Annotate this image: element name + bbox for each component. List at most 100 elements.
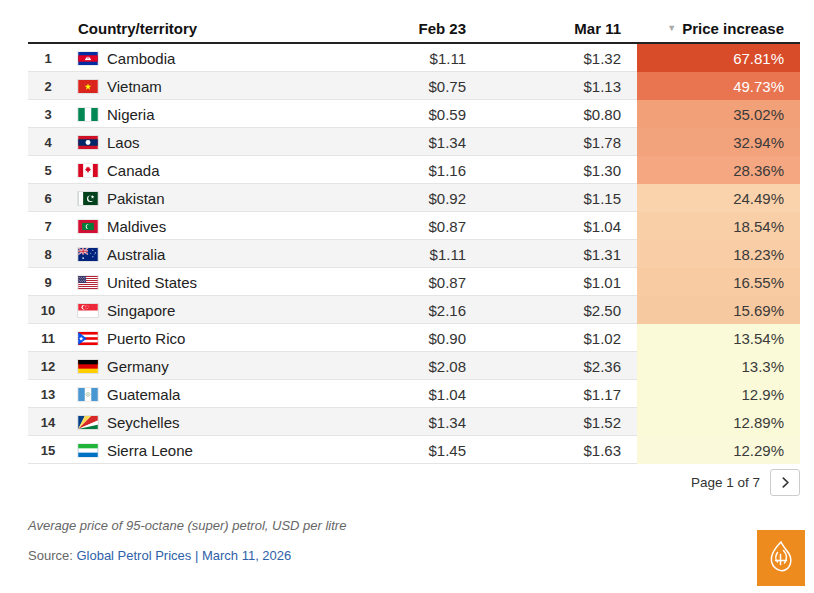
flag-vn-icon bbox=[78, 80, 98, 93]
row-rank: 1 bbox=[28, 51, 68, 66]
table-row: 7 Maldives $0.87 $1.04 18.54% bbox=[28, 212, 800, 240]
price-feb23: $2.08 bbox=[372, 358, 482, 375]
country-name: Nigeria bbox=[107, 106, 155, 123]
country-name: Cambodia bbox=[107, 50, 175, 67]
flag-pk-icon bbox=[78, 192, 98, 205]
price-feb23: $0.92 bbox=[372, 190, 482, 207]
price-mar11: $1.63 bbox=[482, 442, 637, 459]
sort-desc-icon: ▼ bbox=[667, 24, 676, 33]
next-page-button[interactable] bbox=[770, 469, 800, 496]
price-mar11: $0.80 bbox=[482, 106, 637, 123]
header-price-increase-label: Price increase bbox=[682, 20, 784, 37]
table-row: 3 Nigeria $0.59 $0.80 35.02% bbox=[28, 100, 800, 128]
price-increase-cell: 24.49% bbox=[637, 184, 800, 212]
country-name: Canada bbox=[107, 162, 160, 179]
price-feb23: $0.75 bbox=[372, 78, 482, 95]
table-row: 11 Puerto Rico $0.90 $1.02 13.54% bbox=[28, 324, 800, 352]
price-mar11: $1.30 bbox=[482, 162, 637, 179]
table-header-row: Country/territory Feb 23 Mar 11 ▼ Price … bbox=[28, 14, 800, 44]
table-body: 1 Cambodia $1.11 $1.32 67.81% 2 Vietnam … bbox=[28, 44, 800, 464]
price-increase-cell: 12.89% bbox=[637, 408, 800, 436]
row-rank: 13 bbox=[28, 387, 68, 402]
row-rank: 11 bbox=[28, 331, 68, 346]
table-row: 6 Pakistan $0.92 $1.15 24.49% bbox=[28, 184, 800, 212]
flag-la-icon bbox=[78, 136, 98, 149]
table-row: 14 Seychelles $1.34 $1.52 12.89% bbox=[28, 408, 800, 436]
flag-de-icon bbox=[78, 360, 98, 373]
price-feb23: $0.87 bbox=[372, 218, 482, 235]
price-mar11: $1.17 bbox=[482, 386, 637, 403]
country-name: Maldives bbox=[107, 218, 166, 235]
price-mar11: $1.15 bbox=[482, 190, 637, 207]
table-row: 13 Guatemala $1.04 $1.17 12.9% bbox=[28, 380, 800, 408]
table-row: 9 United States $0.87 $1.01 16.55% bbox=[28, 268, 800, 296]
price-feb23: $0.59 bbox=[372, 106, 482, 123]
country-name: Sierra Leone bbox=[107, 442, 193, 459]
table-row: 5 Canada $1.16 $1.30 28.36% bbox=[28, 156, 800, 184]
price-increase-cell: 18.23% bbox=[637, 240, 800, 268]
flag-sl-icon bbox=[78, 444, 98, 457]
flag-au-icon bbox=[78, 248, 98, 261]
country-name: Australia bbox=[107, 246, 165, 263]
price-table: Country/territory Feb 23 Mar 11 ▼ Price … bbox=[28, 14, 800, 563]
row-rank: 5 bbox=[28, 163, 68, 178]
price-mar11: $1.04 bbox=[482, 218, 637, 235]
price-increase-cell: 35.02% bbox=[637, 100, 800, 128]
price-increase-cell: 13.3% bbox=[637, 352, 800, 380]
price-mar11: $1.13 bbox=[482, 78, 637, 95]
price-mar11: $1.02 bbox=[482, 330, 637, 347]
price-increase-cell: 12.9% bbox=[637, 380, 800, 408]
price-feb23: $1.11 bbox=[372, 246, 482, 263]
table-row: 15 Sierra Leone $1.45 $1.63 12.29% bbox=[28, 436, 800, 464]
country-name: Singapore bbox=[107, 302, 175, 319]
country-name: Vietnam bbox=[107, 78, 162, 95]
row-rank: 7 bbox=[28, 219, 68, 234]
header-mar11[interactable]: Mar 11 bbox=[482, 20, 637, 37]
price-feb23: $0.87 bbox=[372, 274, 482, 291]
row-rank: 12 bbox=[28, 359, 68, 374]
table-footnote: Average price of 95-octane (super) petro… bbox=[28, 518, 800, 533]
price-feb23: $1.34 bbox=[372, 414, 482, 431]
flag-sc-icon bbox=[78, 416, 98, 429]
flag-ca-icon bbox=[78, 164, 98, 177]
row-rank: 9 bbox=[28, 275, 68, 290]
price-mar11: $1.78 bbox=[482, 134, 637, 151]
flag-sg-icon bbox=[78, 304, 98, 317]
price-increase-cell: 12.29% bbox=[637, 436, 800, 464]
price-increase-cell: 49.73% bbox=[637, 72, 800, 100]
table-row: 12 Germany $2.08 $2.36 13.3% bbox=[28, 352, 800, 380]
price-mar11: $1.32 bbox=[482, 50, 637, 67]
table-row: 8 Australia $1.11 $1.31 18.23% bbox=[28, 240, 800, 268]
price-mar11: $2.50 bbox=[482, 302, 637, 319]
price-feb23: $1.16 bbox=[372, 162, 482, 179]
price-mar11: $1.31 bbox=[482, 246, 637, 263]
flag-kh-icon bbox=[78, 52, 98, 65]
country-name: Guatemala bbox=[107, 386, 180, 403]
flag-ng-icon bbox=[78, 108, 98, 121]
price-mar11: $1.01 bbox=[482, 274, 637, 291]
row-rank: 10 bbox=[28, 303, 68, 318]
country-name: Seychelles bbox=[107, 414, 180, 431]
header-country[interactable]: Country/territory bbox=[68, 20, 372, 37]
price-increase-cell: 32.94% bbox=[637, 128, 800, 156]
row-rank: 3 bbox=[28, 107, 68, 122]
header-price-increase[interactable]: ▼ Price increase bbox=[637, 20, 800, 37]
pagination: Page 1 of 7 bbox=[28, 464, 800, 500]
table-row: 10 Singapore $2.16 $2.50 15.69% bbox=[28, 296, 800, 324]
row-rank: 2 bbox=[28, 79, 68, 94]
table-row: 4 Laos $1.34 $1.78 32.94% bbox=[28, 128, 800, 156]
price-increase-cell: 18.54% bbox=[637, 212, 800, 240]
flag-mv-icon bbox=[78, 220, 98, 233]
infographic-canvas: Country/territory Feb 23 Mar 11 ▼ Price … bbox=[0, 0, 814, 593]
price-increase-cell: 28.36% bbox=[637, 156, 800, 184]
country-name: Laos bbox=[107, 134, 140, 151]
row-rank: 4 bbox=[28, 135, 68, 150]
row-rank: 8 bbox=[28, 247, 68, 262]
price-feb23: $1.34 bbox=[372, 134, 482, 151]
row-rank: 15 bbox=[28, 443, 68, 458]
source-link[interactable]: Global Petrol Prices | March 11, 2026 bbox=[76, 548, 291, 563]
price-feb23: $2.16 bbox=[372, 302, 482, 319]
price-feb23: $0.90 bbox=[372, 330, 482, 347]
header-feb23[interactable]: Feb 23 bbox=[372, 20, 482, 37]
row-rank: 14 bbox=[28, 415, 68, 430]
